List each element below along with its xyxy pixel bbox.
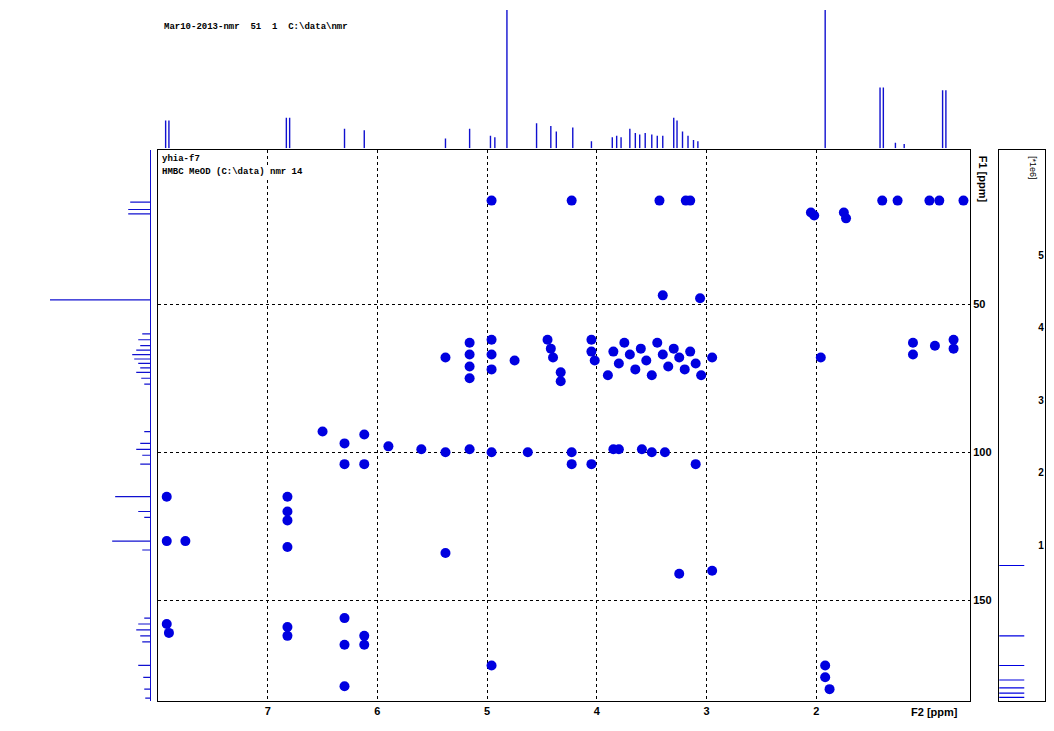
svg-text:[*1e6]: [*1e6]	[1028, 156, 1038, 180]
svg-text:5: 5	[484, 705, 490, 717]
svg-text:2: 2	[813, 705, 819, 717]
svg-text:50: 50	[973, 298, 985, 310]
svg-text:1: 1	[1038, 540, 1044, 551]
svg-text:6: 6	[374, 705, 380, 717]
svg-text:7: 7	[265, 705, 271, 717]
svg-text:2: 2	[1038, 467, 1044, 478]
svg-text:150: 150	[973, 594, 991, 606]
svg-text:F1 [ppm]: F1 [ppm]	[977, 156, 989, 203]
svg-text:3: 3	[704, 705, 710, 717]
svg-text:yhia-f7: yhia-f7	[162, 154, 200, 164]
svg-text:4: 4	[594, 705, 601, 717]
svg-text:100: 100	[973, 446, 991, 458]
svg-text:3: 3	[1038, 395, 1044, 406]
svg-text:4: 4	[1038, 322, 1044, 333]
svg-text:HMBC MeOD (C:\data) nmr 14: HMBC MeOD (C:\data) nmr 14	[162, 167, 303, 177]
svg-text:F2 [ppm]: F2 [ppm]	[911, 706, 958, 718]
svg-text:Mar10-2013-nmr 51 1 C:\data: Mar10-2013-nmr 51 1 C:\data\nmr	[164, 22, 348, 32]
svg-text:5: 5	[1038, 250, 1044, 261]
